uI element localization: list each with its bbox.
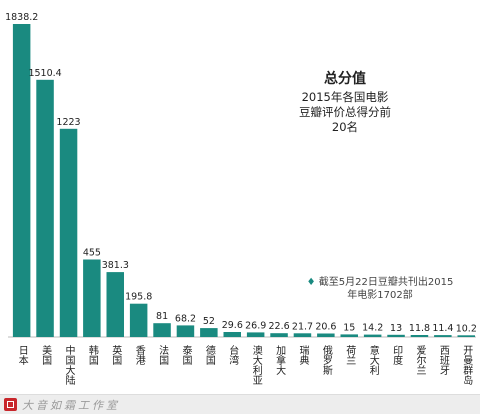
category-label-12: 瑞典 (297, 345, 309, 366)
value-label-0: 1838.2 (5, 12, 38, 23)
category-label-1: 美国 (40, 344, 52, 366)
bar-10 (246, 332, 265, 337)
bar-17 (410, 335, 429, 337)
bar-15 (363, 334, 382, 337)
value-label-17: 11.8 (409, 323, 430, 334)
studio-brand: 大音如霜工作室 (22, 399, 120, 412)
bar-19 (457, 335, 475, 337)
bar-11 (270, 333, 288, 337)
bar-9 (223, 332, 241, 337)
bar-1 (36, 79, 54, 338)
value-label-16: 13 (390, 323, 402, 334)
category-label-10: 澳大利亚 (250, 344, 262, 385)
value-label-11: 22.6 (269, 321, 290, 332)
category-label-6: 法国 (157, 344, 169, 366)
category-label-11: 加拿大 (274, 345, 286, 376)
value-label-7: 68.2 (175, 313, 196, 324)
bar-18 (434, 335, 452, 337)
category-label-15: 意大利 (367, 344, 379, 375)
bar-16 (387, 334, 405, 337)
category-label-3: 韩国 (86, 344, 98, 366)
category-label-17: 爱尔兰 (414, 344, 426, 375)
chart-title-block: 总分值 2015年各国电影 豆瓣评价总得分前 20名 (270, 72, 420, 135)
bars-layer (12, 24, 475, 338)
category-labels-layer: 日本 美国 中国大陆 韩国 英国 香港 法国 泰国 德国 台湾 澳大利亚 加拿大 瑞典 俄罗斯 荷兰 意大利印… (16, 344, 473, 386)
bar-5 (129, 303, 148, 337)
value-label-9: 29.6 (222, 320, 243, 331)
category-label-4: 英国 (110, 344, 122, 366)
red-seal-icon (4, 398, 17, 411)
chart-subtitle-line-1: 2015年各国电影 (301, 90, 389, 104)
bar-6 (153, 323, 171, 337)
value-label-4: 381.3 (102, 260, 129, 271)
value-label-1: 1510.4 (28, 68, 61, 79)
source-note-line-2: 年电影1702部 (347, 290, 413, 301)
chart-title: 总分值 (324, 71, 366, 87)
value-label-18: 11.4 (432, 323, 453, 334)
bar-13 (317, 333, 335, 337)
category-label-2: 中国大陆 (63, 344, 75, 386)
category-label-13: 俄罗斯 (320, 345, 332, 376)
category-label-7: 泰国 (180, 344, 192, 366)
bar-14 (340, 334, 358, 337)
source-note: ♦ 截至5月22日豆瓣共刊出2015 年电影1702部 (300, 276, 460, 302)
diamond-bullet-icon: ♦ (306, 277, 316, 288)
category-label-16: 印度 (391, 345, 403, 366)
value-label-8: 52 (203, 316, 215, 327)
category-label-0: 日本 (16, 345, 28, 366)
bar-7 (176, 325, 195, 337)
chart-subtitle-line-2: 豆瓣评价总得分前 (299, 105, 391, 119)
value-label-14: 15 (343, 322, 355, 333)
category-label-18: 西班牙 (437, 345, 449, 376)
value-label-12: 21.7 (292, 321, 313, 332)
footer-bar: 大音如霜工作室 (0, 394, 480, 414)
chart-subtitle-line-3: 20名 (331, 120, 359, 134)
value-label-13: 20.6 (315, 322, 336, 333)
category-label-14: 荷兰 (344, 345, 356, 365)
category-label-8: 德国 (203, 344, 215, 366)
value-label-19: 10.2 (456, 323, 477, 334)
bar-2 (59, 128, 78, 337)
bar-8 (200, 328, 218, 337)
category-label-9: 台湾 (227, 344, 239, 366)
value-label-10: 26.9 (245, 320, 266, 331)
bar-4 (106, 272, 124, 337)
value-label-2: 1223 (56, 117, 80, 128)
bar-0 (12, 24, 31, 337)
value-label-15: 14.2 (362, 323, 383, 334)
category-label-5: 香港 (133, 345, 145, 365)
bar-12 (293, 333, 312, 337)
value-label-3: 455 (83, 248, 101, 259)
bar-3 (83, 259, 101, 337)
value-label-5: 195.8 (125, 292, 152, 303)
value-label-6: 81 (156, 311, 168, 322)
category-label-19: 开曼群岛 (461, 345, 473, 386)
source-note-line-1: 截至5月22日豆瓣共刊出2015 (318, 277, 454, 288)
